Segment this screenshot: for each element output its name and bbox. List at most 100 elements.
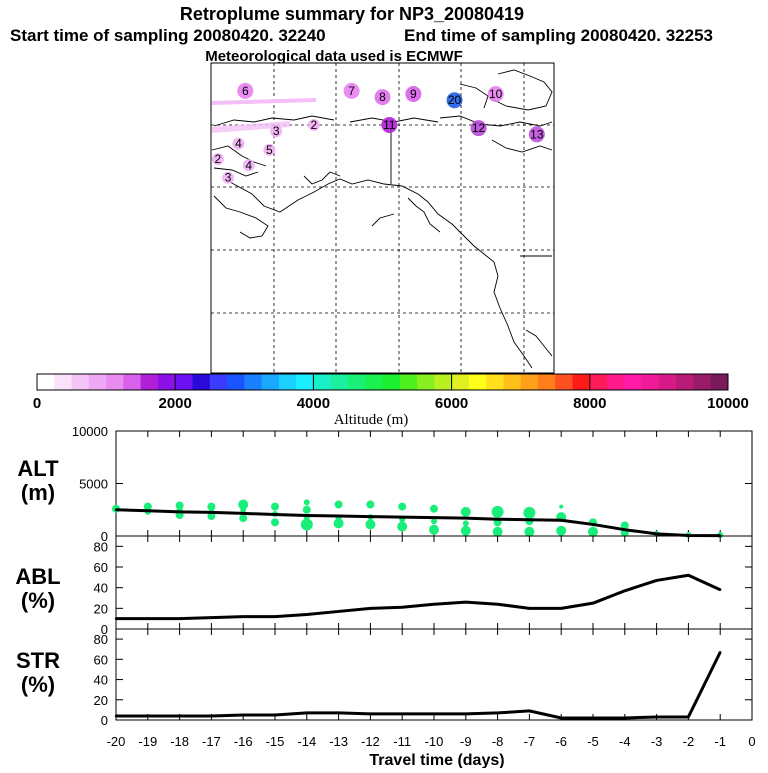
abl-series-line [116,573,721,621]
alt-series-point-11 [464,516,467,520]
x-tick-label-7: -13 [329,734,348,749]
str-series-point-14 [560,716,563,720]
alt-scatter-point-36 [492,526,503,537]
colorbar-swatch-27 [503,374,522,390]
str-ytick-label-2: 40 [94,673,108,688]
abl-ytick-label-2: 40 [94,581,108,596]
abl-series-point-3 [210,616,213,619]
alt-series-point-1 [146,509,149,512]
colorbar-swatch-31 [572,374,591,390]
end-sampling-label: End time of sampling 20080420. 32253 [404,26,713,45]
map-marker-label-3: 9 [410,87,417,101]
abl-series-point-6 [305,613,308,616]
alt-scatter-point-25 [398,502,407,511]
colorbar-swatch-16 [313,374,332,390]
str-frame [115,628,753,721]
colorbar-swatch-7 [157,374,176,390]
map-marker-label-12: 5 [266,143,273,157]
colorbar-swatch-10 [209,374,228,390]
str-ytick-label-4: 80 [94,632,108,647]
alt-series-point-17 [655,532,658,536]
x-tick-label-16: -4 [619,734,631,749]
alt-scatter-point-24 [365,519,376,530]
alt-ytick-label-0: 0 [101,529,108,544]
colorbar-swatch-6 [140,374,159,390]
alt-scatter-point-29 [431,518,437,525]
colorbar-label: Altitude (m) [334,412,409,428]
colorbar-swatch-8 [175,374,193,390]
str-series-point-4 [242,713,245,717]
colorbar-swatch-36 [658,374,677,390]
colorbar-swatch-26 [486,374,504,390]
str-label: STR [16,648,60,673]
x-tick-label-1: -19 [138,734,157,749]
map-marker-label-10: 3 [273,124,280,138]
str-series-point-1 [146,714,149,718]
colorbar-tick-label-0: 0 [33,395,41,412]
alt-scatter-point-32 [462,520,469,527]
x-tick-label-2: -18 [170,734,189,749]
map-marker-12 [263,143,276,156]
alt-series-point-14 [560,519,563,522]
colorbar-swatch-11 [227,374,245,390]
colorbar-frame [36,373,729,391]
alt-scatter-point-19 [334,500,343,509]
alt-scatter-point-1 [143,502,152,511]
colorbar-swatch-32 [589,374,608,390]
alt-series-point-10 [432,516,436,519]
map-marker-label-13: 2 [215,152,222,166]
x-tick-label-11: -9 [460,734,472,749]
alt-scatter-point-11 [239,514,248,523]
x-tick-label-18: -2 [683,734,695,749]
str-series-point-8 [369,712,372,716]
abl-series-point-19 [719,588,722,591]
alt-scatter-point-22 [366,500,375,509]
map-marker-4 [487,86,504,102]
map-marker-10 [270,125,283,138]
x-axis-label: Travel time (days) [369,752,504,768]
alt-unit-label: (m) [21,480,55,505]
str-series-point-3 [210,714,213,718]
x-tick-labels: -20 -19 -18 -17 -16 -15 -14 -13 -12 -11 -10 -9 -8 -7-… [107,734,756,749]
abl-series-point-16 [623,589,626,592]
abl-label: ABL [15,564,60,589]
colorbar-swatch-28 [520,374,539,390]
map-graticule [211,63,554,373]
alt-scatter-point-37 [523,506,536,519]
colorbar-swatch-19 [365,374,383,390]
map-frame [210,62,555,374]
colorbar-swatch-39 [710,374,729,390]
alt-series-point-12 [496,518,499,521]
alt-scatter-point-12 [271,502,279,511]
map-marker-15 [222,171,235,184]
map-marker-label-5: 20 [448,93,462,107]
alt-series-point-16 [623,528,626,531]
str-series-point-6 [305,711,308,715]
colorbar-swatch-15 [296,374,314,390]
alt-scatter-point-42 [556,525,567,536]
map-marker-label-2: 8 [379,90,386,104]
alt-series-line [115,508,721,538]
alt-scatter-point-34 [491,505,504,518]
colorbar-tick-label-1: 2000 [159,395,192,412]
map-marker-label-11: 4 [235,137,242,151]
colorbar-swatch-3 [88,374,107,390]
colorbar-swatch-23 [434,374,453,390]
map-marker-label-1: 7 [348,84,355,98]
alt-panel: 0 5000 10000 [72,424,753,544]
str-series-point-12 [496,711,499,715]
x-tick-label-17: -3 [651,734,663,749]
alt-scatter-point-30 [429,524,439,535]
alt-scatter-point-6 [207,502,216,511]
map-marker-3 [405,86,422,102]
str-ytick-label-0: 0 [101,713,108,728]
map-marker-8 [528,126,545,143]
alt-scatter-point-33 [460,525,471,536]
x-tick-label-0: -20 [107,734,126,749]
abl-series-point-17 [655,579,658,582]
alt-series-point-15 [591,523,595,526]
map-marker-label-15: 3 [225,171,232,185]
alt-scatter-point-15 [303,499,310,506]
